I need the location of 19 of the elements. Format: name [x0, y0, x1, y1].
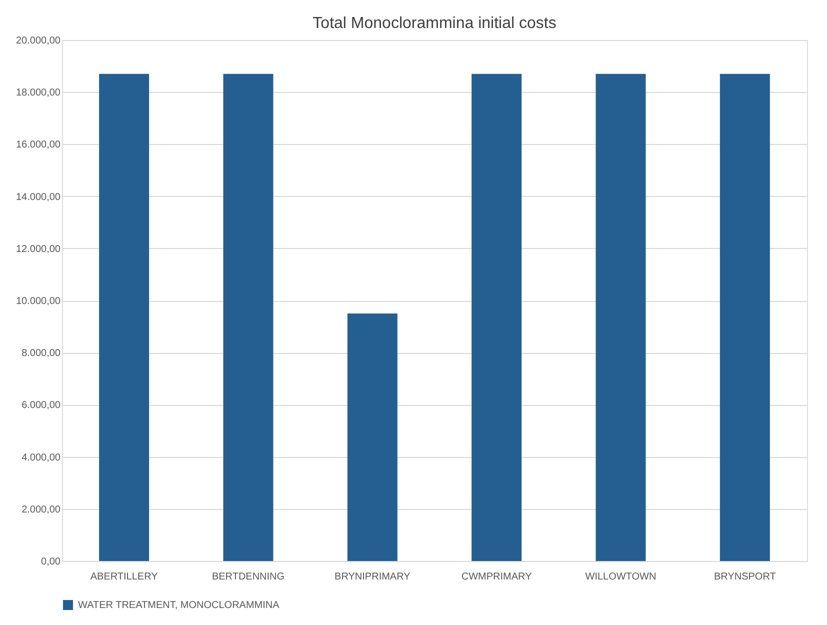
x-tick-label: BRYNIPRIMARY: [334, 572, 411, 582]
y-tick-label: 12.000,00: [16, 244, 61, 255]
x-tick-label: BRYNSPORT: [714, 572, 776, 582]
legend-label: WATER TREATMENT, MONOCLORAMMINA: [78, 600, 280, 611]
y-tick-label: 18.000,00: [16, 88, 61, 99]
y-tick-label: 10.000,00: [16, 296, 61, 307]
x-tick-label: WILLOWTOWN: [585, 572, 656, 582]
x-tick-label: BERTDENNING: [212, 572, 285, 582]
y-tick-label: 8.000,00: [22, 348, 61, 360]
x-tick-label: CWMPRIMARY: [461, 572, 532, 582]
y-tick-label: 2.000,00: [22, 504, 61, 516]
y-tick-label: 4.000,00: [22, 452, 61, 464]
y-tick-label: 6.000,00: [22, 400, 61, 412]
y-tick-label: 14.000,00: [16, 192, 61, 203]
y-tick-label: 0,00: [41, 556, 61, 568]
y-tick-label: 20.000,00: [16, 36, 61, 46]
y-tick-label: 16.000,00: [16, 140, 61, 151]
x-tick-label: ABERTILLERY: [90, 572, 158, 582]
chart-title: Total Monoclorammina initial costs: [312, 15, 556, 32]
